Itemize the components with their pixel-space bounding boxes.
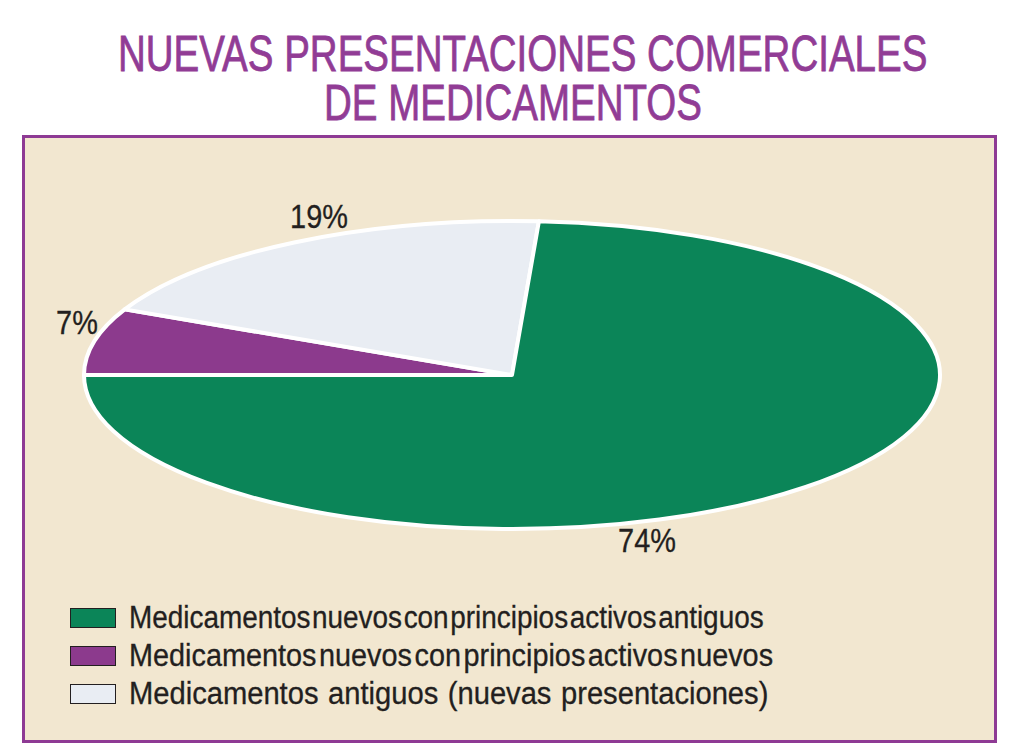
pie-label-nuevos-pct: 7% xyxy=(56,303,98,342)
infographic-page: NUEVAS PRESENTACIONES COMERCIALES DE MED… xyxy=(0,0,1026,128)
pie-label-antiguos-principios-pct: 74% xyxy=(618,521,676,560)
legend-item: Medicamentos nuevos con principios activ… xyxy=(70,599,834,637)
legend-item: Medicamentos nuevos con principios activ… xyxy=(70,637,834,675)
legend: Medicamentos nuevos con principios activ… xyxy=(70,599,834,713)
legend-swatch xyxy=(70,646,116,666)
chart-title-line2: DE MEDICAMENTOS xyxy=(118,79,908,128)
chart-panel: 19% 7% 74% Medicamentos nuevos con princ… xyxy=(22,135,997,743)
legend-swatch xyxy=(70,684,116,704)
pie-label-antiguos-pct: 19% xyxy=(290,197,348,236)
legend-label: Medicamentos antiguos (nuevas presentaci… xyxy=(129,676,768,712)
legend-item: Medicamentos antiguos (nuevas presentaci… xyxy=(70,675,834,713)
chart-title-line1: NUEVAS PRESENTACIONES COMERCIALES xyxy=(118,30,908,79)
legend-swatch xyxy=(70,608,116,628)
legend-label: Medicamentos nuevos con principios activ… xyxy=(129,600,764,636)
chart-title: NUEVAS PRESENTACIONES COMERCIALES DE MED… xyxy=(118,0,908,128)
legend-label: Medicamentos nuevos con principios activ… xyxy=(129,638,773,674)
